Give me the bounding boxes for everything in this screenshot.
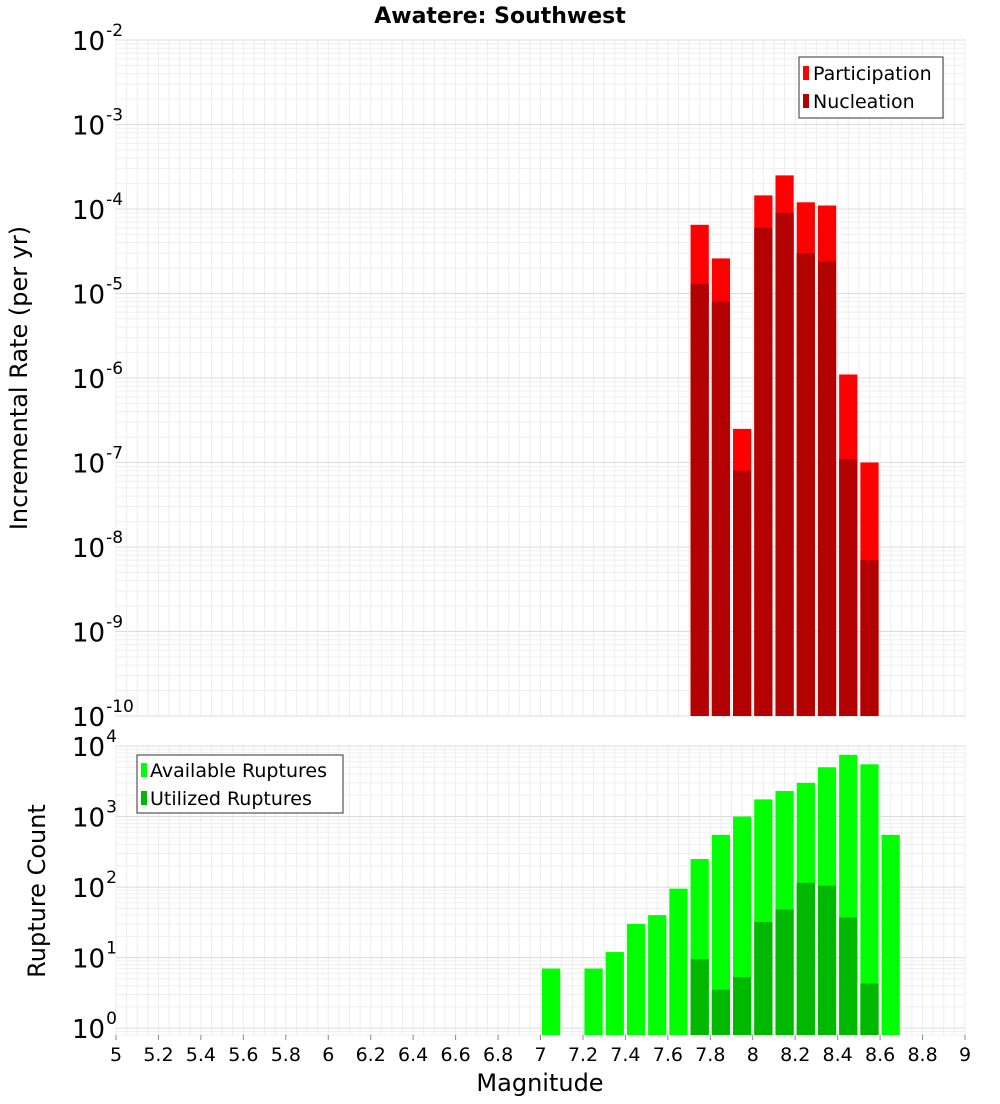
x-tick-label: 6.4 [398,1044,428,1066]
chart-title: Awatere: Southwest [374,4,626,29]
bottom-bar-utilized-ruptures [817,885,837,1035]
x-axis-label: Magnitude [476,1069,603,1097]
legend-label-available: Available Ruptures [150,760,327,782]
x-tick-label: 9 [959,1044,971,1066]
x-tick-label: 7.4 [610,1044,640,1066]
top-panel: 10-2 10-3 10-4 10-5 10-6 10-7 10-8 10-9 10-10 In… [5,21,966,733]
top-y-tick-labels: 10-2 10-3 10-4 10-5 10-6 10-7 10-8 10-9 10-10 [72,21,134,733]
bottom-legend: Available Ruptures Utilized Ruptures [136,754,344,814]
bottom-bars [542,754,900,1035]
x-tick-label: 8.8 [907,1044,937,1066]
bottom-bar-utilized-ruptures [690,959,709,1035]
bottom-bar-available-ruptures [605,952,624,1035]
top-bars [690,175,879,717]
x-tick-label: 6.6 [440,1044,470,1066]
legend-swatch-available [141,763,147,777]
top-y-tick-label: 10-10 [72,697,134,733]
bottom-y-tick-label: 104 [72,727,117,763]
top-bar-nucleation [796,253,815,716]
x-tick-label: 8.4 [823,1044,853,1066]
top-y-tick-label: 10-5 [72,275,123,311]
legend-label-utilized: Utilized Ruptures [150,788,312,810]
bottom-bar-available-ruptures [881,834,900,1035]
top-y-tick-label: 10-3 [72,106,123,142]
top-legend: Participation Nucleation [798,56,944,119]
x-tick-label: 5.8 [271,1044,301,1066]
top-y-tick-label: 10-9 [72,613,123,649]
x-tick-label: 5.2 [143,1044,173,1066]
bottom-y-tick-labels: 104 103 102 101 100 [72,727,117,1045]
bottom-bar-utilized-ruptures [860,983,879,1035]
bottom-y-tick-label: 101 [72,939,117,975]
top-bar-nucleation [839,459,858,716]
top-y-tick-label: 10-6 [72,359,123,395]
bottom-bar-utilized-ruptures [839,917,858,1035]
bottom-bar-utilized-ruptures [796,882,815,1035]
x-tick-label: 5.4 [186,1044,216,1066]
top-legend-box [798,56,944,119]
x-tick-label: 8.2 [780,1044,810,1066]
bottom-bar-available-ruptures [711,834,731,1035]
x-tick-label: 7.8 [695,1044,725,1066]
bottom-legend-box [136,754,344,814]
x-tick-label: 7.2 [568,1044,598,1066]
bottom-bar-utilized-ruptures [711,989,731,1035]
bottom-panel: 104 103 102 101 100 5 5.2 5.4 5.6 5.8 6 6.2 6.4 6.6 6… [23,727,971,1097]
bottom-bar-available-ruptures [648,915,667,1035]
top-grid [115,39,966,717]
legend-label-participation: Participation [813,63,932,85]
x-tick-label: 5 [110,1044,122,1066]
bottom-bar-available-ruptures [860,764,879,1035]
bottom-bar-utilized-ruptures [733,977,752,1035]
x-tick-labels: 5 5.2 5.4 5.6 5.8 6 6.2 6.4 6.6 6.8 7 7.2 7.4 7.6 7.8 8… [110,1035,971,1066]
x-tick-label: 6 [322,1044,334,1066]
top-y-tick-label: 10-2 [72,21,123,57]
x-tick-label: 6.8 [483,1044,513,1066]
bottom-bar-available-ruptures [626,923,646,1035]
x-tick-label: 7.6 [653,1044,683,1066]
x-tick-label: 5.6 [228,1044,258,1066]
legend-swatch-nucleation [803,94,809,108]
bottom-bar-available-ruptures [669,888,688,1035]
top-bar-nucleation [711,301,731,716]
bottom-bar-utilized-ruptures [754,921,773,1035]
bottom-bar-available-ruptures [542,968,561,1035]
top-bar-nucleation [817,261,837,716]
bottom-bar-utilized-ruptures [775,909,794,1035]
legend-swatch-utilized [141,791,147,805]
top-bar-nucleation [754,227,773,716]
x-tick-label: 7 [534,1044,546,1066]
x-tick-label: 8 [747,1044,759,1066]
bottom-y-tick-label: 103 [72,798,117,834]
top-bar-nucleation [690,283,709,716]
top-bar-nucleation [733,470,752,716]
top-y-tick-label: 10-8 [72,528,123,564]
top-y-axis-label: Incremental Rate (per yr) [5,226,33,530]
legend-swatch-participation [803,66,809,80]
bottom-y-tick-label: 100 [72,1009,117,1045]
top-bar-nucleation [860,560,879,716]
top-y-tick-label: 10-7 [72,444,123,480]
top-y-tick-label: 10-4 [72,190,123,226]
x-tick-label: 8.6 [865,1044,895,1066]
bottom-y-tick-label: 102 [72,868,117,904]
top-bar-nucleation [775,212,794,716]
legend-label-nucleation: Nucleation [813,91,915,113]
x-tick-label: 6.2 [356,1044,386,1066]
bottom-bar-available-ruptures [584,968,603,1035]
bottom-y-axis-label: Rupture Count [23,804,51,978]
